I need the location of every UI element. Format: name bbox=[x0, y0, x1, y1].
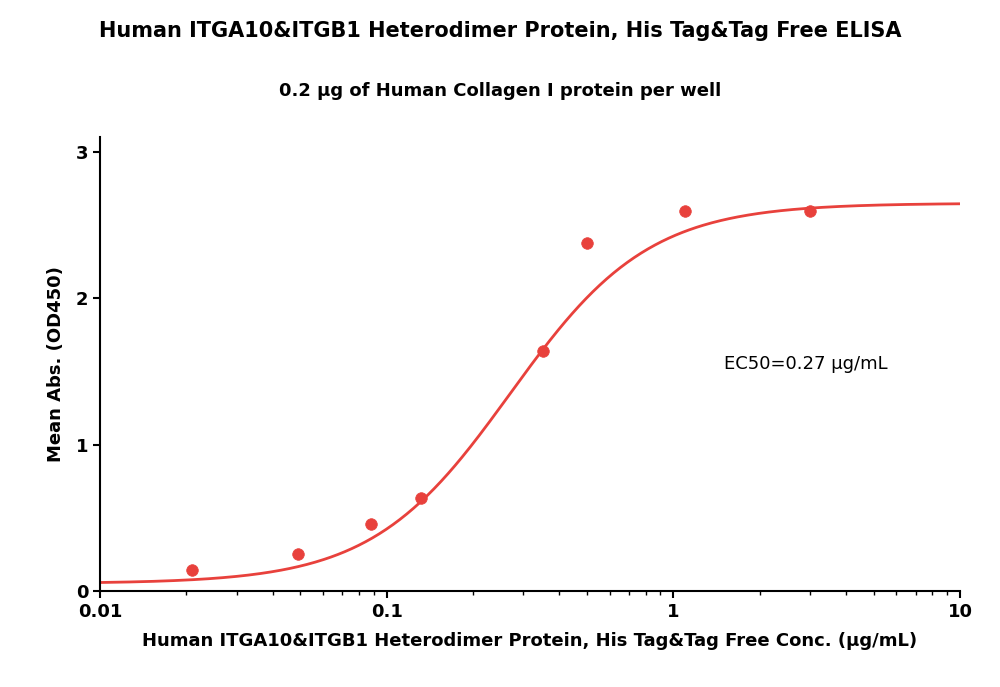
Point bbox=[579, 237, 595, 248]
Text: Human ITGA10&ITGB1 Heterodimer Protein, His Tag&Tag Free ELISA: Human ITGA10&ITGB1 Heterodimer Protein, … bbox=[99, 21, 901, 41]
Point bbox=[290, 548, 306, 559]
Point bbox=[363, 519, 379, 530]
Text: EC50=0.27 μg/mL: EC50=0.27 μg/mL bbox=[724, 355, 887, 373]
Y-axis label: Mean Abs. (OD450): Mean Abs. (OD450) bbox=[47, 266, 65, 462]
Point bbox=[413, 493, 429, 504]
Point bbox=[184, 565, 200, 576]
Text: 0.2 μg of Human Collagen I protein per well: 0.2 μg of Human Collagen I protein per w… bbox=[279, 82, 721, 100]
Point bbox=[677, 205, 693, 216]
Point bbox=[535, 346, 551, 357]
X-axis label: Human ITGA10&ITGB1 Heterodimer Protein, His Tag&Tag Free Conc. (μg/mL): Human ITGA10&ITGB1 Heterodimer Protein, … bbox=[142, 632, 918, 650]
Point bbox=[802, 205, 818, 216]
